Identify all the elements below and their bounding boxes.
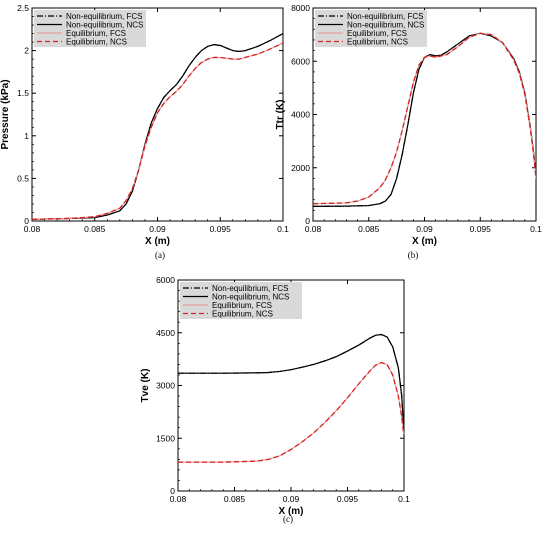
y-tick-label: 0 [24, 216, 29, 226]
y-tick-label: 2 [24, 46, 29, 56]
x-tick-label: 0.095 [470, 224, 492, 234]
x-tick-label: 0.09 [149, 224, 166, 234]
x-tick-label: 0.09 [283, 494, 300, 504]
x-tick-label: 0.085 [224, 494, 246, 504]
legend-entry-equilibrium-ncs: Equilibrium, NCS [347, 38, 408, 47]
y-tick-label: 8000 [291, 3, 310, 13]
x-tick-label: 0.085 [358, 224, 380, 234]
y-tick-label: 4500 [156, 328, 175, 338]
y-tick-label: 0.5 [17, 173, 29, 183]
x-tick-label: 0.09 [416, 224, 433, 234]
y-tick-label: 6000 [291, 56, 310, 66]
y-tick-label: 0 [305, 216, 310, 226]
y-tick-label: 3000 [156, 381, 175, 391]
x-axis-label: X (m) [412, 236, 437, 247]
y-tick-label: 1500 [156, 433, 175, 443]
y-tick-label: 0 [170, 486, 175, 496]
y-tick-label: 4000 [291, 110, 310, 120]
legend-entry-equilibrium-ncs: Equilibrium, NCS [212, 310, 273, 319]
y-tick-label: 2.5 [17, 3, 29, 13]
panel-label-a: (a) [155, 250, 165, 260]
legend-entry-equilibrium-ncs: Equilibrium, NCS [66, 38, 127, 47]
x-tick-label: 0.1 [277, 224, 289, 234]
x-tick-label: 0.1 [398, 494, 410, 504]
y-tick-label: 2000 [291, 163, 310, 173]
x-tick-label: 0.095 [210, 224, 232, 234]
y-axis-label: Tve (K) [140, 369, 151, 403]
y-axis-label: Ttr (K) [275, 100, 286, 130]
x-axis-label: X (m) [145, 236, 170, 247]
panel-label-b: (b) [408, 250, 419, 260]
y-tick-label: 1 [24, 131, 29, 141]
x-tick-label: 0.1 [530, 224, 542, 234]
y-axis-label: Pressure (kPa) [0, 79, 11, 149]
panel-label-c: (c) [283, 514, 293, 524]
x-tick-label: 0.085 [84, 224, 106, 234]
x-tick-label: 0.095 [337, 494, 359, 504]
y-tick-label: 6000 [156, 275, 175, 285]
y-tick-label: 1.5 [17, 88, 29, 98]
